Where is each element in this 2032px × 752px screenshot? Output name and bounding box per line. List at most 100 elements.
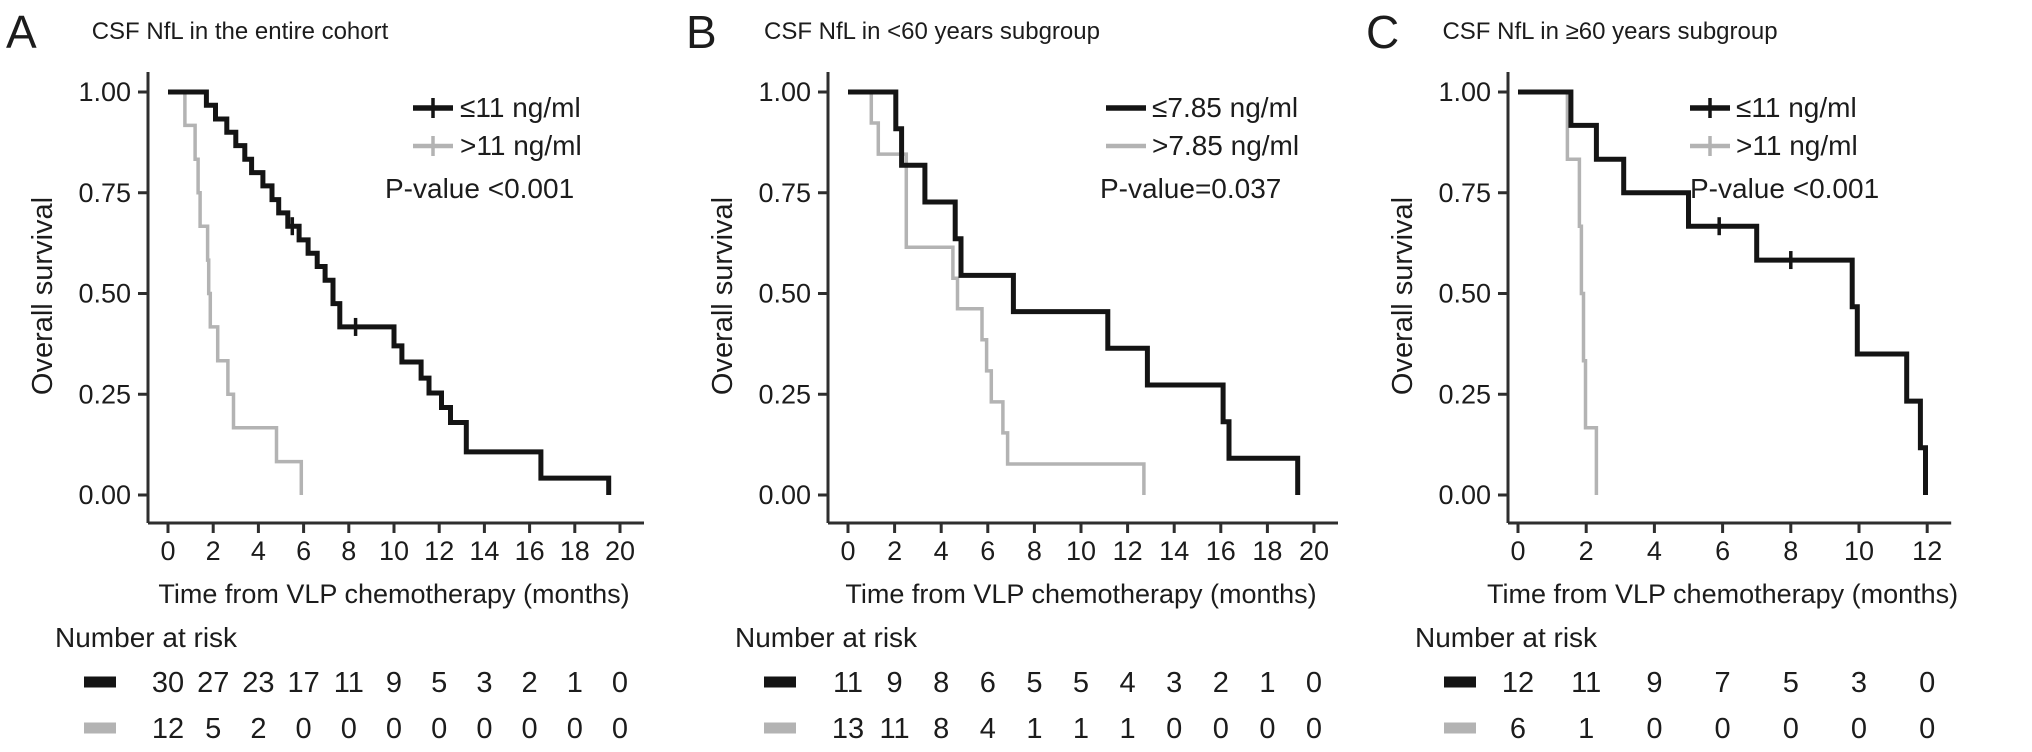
- risk-count: 13: [832, 713, 864, 745]
- y-axis-label: Overall survival: [1387, 197, 1419, 395]
- km-plot-B: B CSF NfL in <60 years subgroup Overall su…: [686, 6, 1338, 745]
- x-tick-label: 4: [1647, 536, 1662, 566]
- risk-table-title: Number at risk: [55, 622, 238, 653]
- risk-count: 0: [1259, 713, 1275, 745]
- x-tick-label: 4: [934, 536, 949, 566]
- x-tick-label: 12: [1113, 536, 1143, 566]
- y-tick-label: 0.25: [78, 379, 131, 409]
- risk-count: 0: [1306, 667, 1322, 699]
- x-tick-label: 10: [379, 536, 409, 566]
- risk-count: 0: [567, 713, 583, 745]
- risk-count: 9: [1646, 667, 1662, 699]
- y-tick-label: 0.75: [1438, 178, 1491, 208]
- risk-count: 2: [1213, 667, 1229, 699]
- risk-count: 0: [1646, 713, 1662, 745]
- y-tick-label: 0.75: [78, 178, 131, 208]
- risk-count: 5: [205, 713, 221, 745]
- risk-count: 5: [1073, 667, 1089, 699]
- y-tick-label: 0.00: [78, 480, 131, 510]
- risk-count: 2: [250, 713, 266, 745]
- risk-count: 6: [980, 667, 996, 699]
- x-tick-label: 2: [1579, 536, 1594, 566]
- x-tick-label: 6: [296, 536, 311, 566]
- risk-count: 0: [612, 713, 628, 745]
- x-tick-label: 18: [560, 536, 590, 566]
- risk-count: 0: [1919, 667, 1935, 699]
- panel-letter: C: [1366, 6, 1399, 58]
- x-tick-label: 2: [206, 536, 221, 566]
- x-tick-label: 16: [515, 536, 545, 566]
- risk-count: 0: [1851, 713, 1867, 745]
- risk-count: 1: [1073, 713, 1089, 745]
- x-tick-label: 14: [1159, 536, 1189, 566]
- p-value-label: P-value=0.037: [1100, 173, 1281, 204]
- risk-count: 12: [1502, 667, 1534, 699]
- legend-label: >11 ng/ml: [460, 130, 582, 161]
- x-tick-label: 0: [840, 536, 855, 566]
- risk-table-title: Number at risk: [735, 622, 918, 653]
- risk-count: 6: [1510, 713, 1526, 745]
- x-tick-label: 0: [160, 536, 175, 566]
- x-tick-label: 20: [1299, 536, 1329, 566]
- panel-C: C CSF NfL in ≥60 years subgroup Overall su…: [1360, 0, 2032, 752]
- risk-count: 0: [1715, 713, 1731, 745]
- risk-count: 0: [296, 713, 312, 745]
- x-tick-label: 18: [1252, 536, 1282, 566]
- risk-count: 2: [522, 667, 538, 699]
- y-tick-label: 0.00: [1438, 480, 1491, 510]
- x-tick-label: 10: [1066, 536, 1096, 566]
- risk-count: 3: [1166, 667, 1182, 699]
- legend-label: >11 ng/ml: [1736, 130, 1858, 161]
- x-tick-label: 14: [469, 536, 499, 566]
- risk-count: 0: [431, 713, 447, 745]
- x-tick-label: 12: [1912, 536, 1942, 566]
- panel-B: B CSF NfL in <60 years subgroup Overall su…: [680, 0, 1360, 752]
- y-axis-label: Overall survival: [27, 197, 59, 395]
- risk-count: 11: [833, 667, 863, 699]
- x-tick-label: 16: [1206, 536, 1236, 566]
- panel-letter: B: [686, 6, 717, 58]
- x-tick-label: 6: [980, 536, 995, 566]
- x-axis-label: Time from VLP chemotherapy (months): [845, 579, 1316, 609]
- x-tick-label: 0: [1510, 536, 1525, 566]
- y-tick-label: 0.75: [758, 178, 811, 208]
- risk-count: 0: [1213, 713, 1229, 745]
- risk-count: 4: [980, 713, 996, 745]
- risk-count: 9: [887, 667, 903, 699]
- survival-curve-low-nfl: [168, 89, 612, 495]
- x-tick-label: 8: [341, 536, 356, 566]
- survival-curve-high-nfl: [1518, 90, 1599, 495]
- risk-count: 5: [1026, 667, 1042, 699]
- y-tick-label: 0.50: [1438, 279, 1491, 309]
- p-value-label: P-value <0.001: [385, 173, 574, 204]
- legend-label: ≤11 ng/ml: [1736, 92, 1857, 123]
- risk-count: 1: [1578, 713, 1594, 745]
- panel-letter: A: [6, 6, 37, 58]
- risk-count: 0: [522, 713, 538, 745]
- risk-count: 3: [476, 667, 492, 699]
- survival-curve-low-nfl: [848, 89, 1301, 495]
- y-tick-label: 0.25: [1438, 379, 1491, 409]
- risk-count: 9: [386, 667, 402, 699]
- panel-title: CSF NfL in ≥60 years subgroup: [1442, 18, 1777, 45]
- risk-count: 11: [1571, 667, 1601, 699]
- risk-count: 0: [1919, 713, 1935, 745]
- x-tick-label: 8: [1783, 536, 1798, 566]
- x-tick-label: 20: [605, 536, 635, 566]
- y-tick-label: 0.50: [758, 279, 811, 309]
- risk-count: 11: [334, 667, 364, 699]
- panel-title: CSF NfL in the entire cohort: [92, 18, 389, 45]
- risk-count: 1: [567, 667, 583, 699]
- risk-count: 5: [1783, 667, 1799, 699]
- panel-title: CSF NfL in <60 years subgroup: [764, 18, 1100, 45]
- y-tick-label: 0.00: [758, 480, 811, 510]
- risk-count: 1: [1120, 713, 1136, 745]
- x-tick-label: 12: [424, 536, 454, 566]
- x-tick-label: 4: [251, 536, 266, 566]
- risk-count: 1: [1026, 713, 1042, 745]
- legend-label: ≤11 ng/ml: [460, 92, 581, 123]
- risk-count: 0: [1306, 713, 1322, 745]
- y-tick-label: 1.00: [758, 77, 811, 107]
- risk-count: 23: [242, 667, 274, 699]
